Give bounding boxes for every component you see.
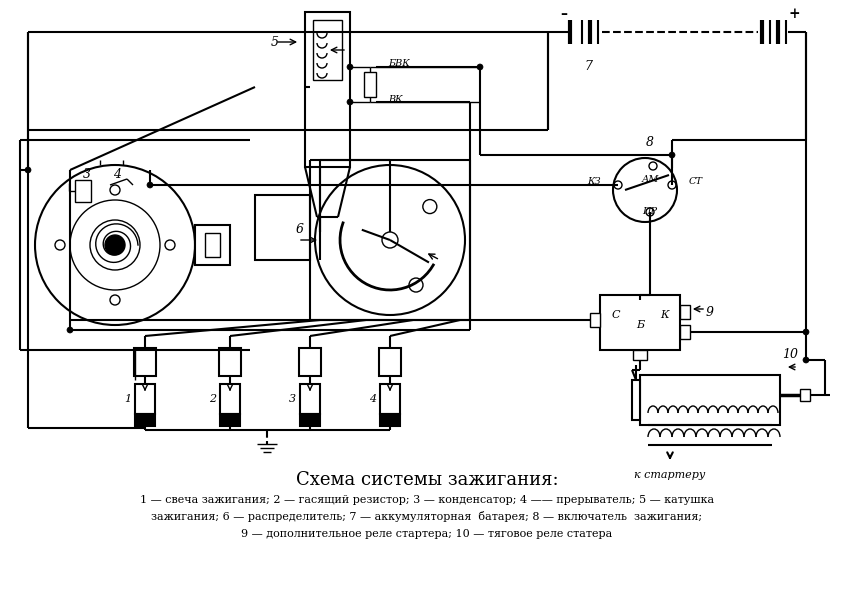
- Circle shape: [612, 158, 676, 222]
- Circle shape: [802, 357, 808, 363]
- Text: С: С: [611, 310, 619, 320]
- Text: 9: 9: [705, 307, 713, 320]
- Text: +: +: [787, 7, 799, 21]
- Text: КЗ: КЗ: [587, 178, 601, 186]
- Circle shape: [381, 232, 397, 248]
- Bar: [799, 389, 809, 401]
- Text: Б: Б: [635, 320, 643, 330]
- Text: –: –: [560, 7, 567, 21]
- Bar: [135, 414, 154, 426]
- Bar: [363, 72, 375, 97]
- Text: 8: 8: [645, 136, 653, 150]
- Text: 1 — свеча зажигания; 2 — гасящий резистор; 3 — конденсатор; 4 —— прерыватель; 5 : 1 — свеча зажигания; 2 — гасящий резисто…: [140, 495, 713, 505]
- Text: 7: 7: [583, 60, 591, 73]
- Text: 6: 6: [296, 224, 304, 236]
- Circle shape: [802, 329, 808, 335]
- Bar: [194, 225, 229, 265]
- Bar: [589, 313, 600, 327]
- Circle shape: [346, 64, 352, 70]
- Text: 5: 5: [270, 35, 279, 48]
- Circle shape: [35, 165, 194, 325]
- Bar: [600, 295, 679, 350]
- Bar: [205, 233, 220, 257]
- Bar: [218, 348, 241, 376]
- Bar: [639, 375, 779, 425]
- Bar: [305, 12, 350, 167]
- Bar: [380, 384, 399, 414]
- Text: СТ: СТ: [688, 178, 702, 186]
- Text: 2: 2: [209, 394, 216, 404]
- Text: 4: 4: [113, 169, 121, 181]
- Bar: [134, 348, 156, 376]
- Text: ПР: ПР: [641, 208, 657, 216]
- Bar: [679, 305, 689, 319]
- Text: 3: 3: [83, 169, 91, 181]
- Circle shape: [346, 99, 352, 105]
- Text: Схема системы зажигания:: Схема системы зажигания:: [295, 471, 558, 489]
- Circle shape: [25, 167, 31, 173]
- Bar: [380, 414, 399, 426]
- Text: 4: 4: [368, 394, 375, 404]
- Bar: [220, 414, 240, 426]
- Circle shape: [67, 327, 73, 333]
- Text: к стартеру: к стартеру: [634, 470, 705, 480]
- Text: ВК: ВК: [387, 95, 402, 103]
- Text: 9 — дополнительное реле стартера; 10 — тяговое реле статера: 9 — дополнительное реле стартера; 10 — т…: [241, 529, 612, 539]
- Bar: [631, 380, 639, 420]
- Bar: [255, 195, 310, 260]
- Bar: [220, 384, 240, 414]
- Circle shape: [147, 182, 153, 188]
- Text: зажигания; 6 — распределитель; 7 — аккумуляторная  батарея; 8 — включатель  зажи: зажигания; 6 — распределитель; 7 — аккум…: [151, 511, 702, 522]
- Text: АМ: АМ: [641, 175, 658, 185]
- Circle shape: [477, 64, 483, 70]
- Circle shape: [105, 235, 125, 255]
- Text: К: К: [659, 310, 668, 320]
- Bar: [632, 350, 647, 360]
- Circle shape: [315, 165, 464, 315]
- Bar: [135, 384, 154, 414]
- Bar: [379, 348, 401, 376]
- Bar: [299, 414, 320, 426]
- Text: 10: 10: [781, 348, 797, 362]
- Circle shape: [668, 152, 674, 158]
- Bar: [313, 20, 341, 80]
- Bar: [75, 180, 91, 202]
- Bar: [299, 348, 321, 376]
- Text: 3: 3: [288, 394, 296, 404]
- Bar: [679, 325, 689, 339]
- Text: БВК: БВК: [387, 59, 409, 68]
- Text: 1: 1: [124, 394, 131, 404]
- Bar: [299, 384, 320, 414]
